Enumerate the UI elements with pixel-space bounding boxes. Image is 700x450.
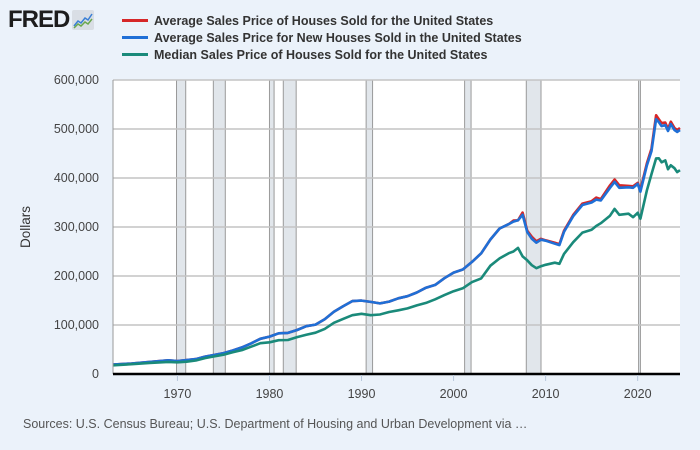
fred-logo-text: FRED [8, 6, 70, 33]
y-tick-label: 100,000 [54, 318, 99, 332]
fred-logo[interactable]: FRED [8, 6, 95, 33]
y-tick-label: 0 [92, 367, 99, 381]
gridlines [113, 79, 680, 326]
y-tick-label: 200,000 [54, 269, 99, 283]
x-tick-label: 2020 [624, 387, 652, 401]
legend-label: Median Sales Price of Houses Sold for th… [154, 47, 488, 62]
legend-item-average-sales-price[interactable]: Average Sales Price of Houses Sold for t… [122, 12, 522, 29]
legend-item-average-new-houses[interactable]: Average Sales Price for New Houses Sold … [122, 29, 522, 46]
legend-item-median-sales-price[interactable]: Median Sales Price of Houses Sold for th… [122, 46, 522, 63]
source-note: Sources: U.S. Census Bureau; U.S. Depart… [23, 417, 528, 431]
series-lines [112, 114, 681, 367]
y-tick-label: 600,000 [54, 73, 99, 87]
series-line-2 [112, 157, 681, 367]
y-tick-label: 300,000 [54, 220, 99, 234]
legend-swatch-red [122, 19, 148, 22]
legend-swatch-blue [122, 36, 148, 39]
x-tick-label: 1990 [348, 387, 376, 401]
axes [112, 80, 680, 376]
y-tick-label: 500,000 [54, 122, 99, 136]
series-line-1 [112, 117, 681, 366]
y-axis-title: Dollars [18, 206, 33, 248]
y-tick-label: 400,000 [54, 171, 99, 185]
legend-swatch-green [122, 53, 148, 56]
x-tick-label: 2000 [440, 387, 468, 401]
x-tick-label: 2010 [532, 387, 560, 401]
legend-label: Average Sales Price of Houses Sold for t… [154, 13, 494, 28]
x-tick-labels: 1970 1980 1990 2000 2010 2020 [164, 375, 652, 401]
line-chart-icon [72, 10, 95, 30]
legend-label: Average Sales Price for New Houses Sold … [154, 30, 522, 45]
chart-legend: Average Sales Price of Houses Sold for t… [122, 12, 522, 63]
x-tick-label: 1970 [164, 387, 192, 401]
x-tick-label: 1980 [256, 387, 284, 401]
y-tick-labels: 0 100,000 200,000 300,000 400,000 500,000 600,… [54, 73, 99, 381]
